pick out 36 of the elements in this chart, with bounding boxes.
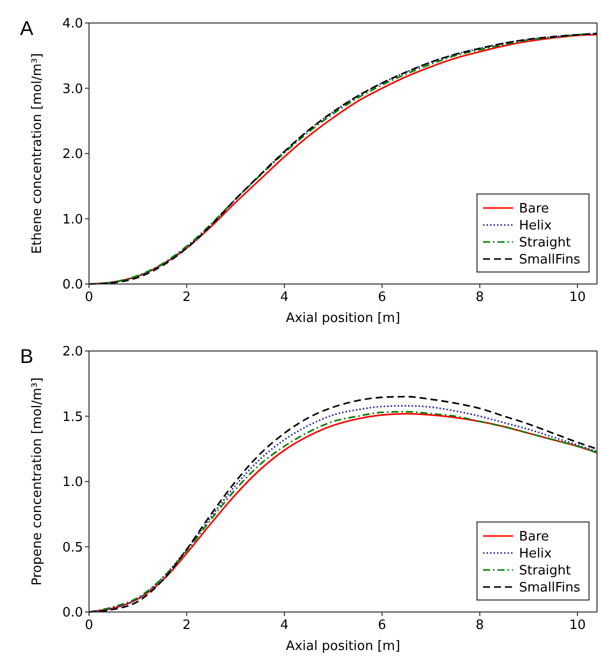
y-tick-label: 2.0 (62, 344, 83, 360)
x-tick-label: 10 (569, 290, 586, 305)
y-tick-label: 1.0 (62, 475, 83, 490)
legend-label: SmallFins (519, 580, 580, 596)
legend-label: Straight (519, 564, 571, 579)
x-axis-title: Axial position [m] (286, 311, 400, 326)
y-tick-label: 3.0 (62, 82, 83, 97)
y-tick-label: 1.5 (62, 410, 83, 425)
legend-label: Bare (519, 530, 549, 545)
x-tick-label: 0 (84, 618, 94, 633)
x-tick-label: 10 (569, 618, 586, 633)
y-tick-label: 1.0 (62, 212, 83, 228)
y-tick-label: 0.0 (62, 278, 83, 293)
x-axis-title: Axial position [m] (286, 639, 400, 654)
x-tick-label: 6 (378, 618, 386, 633)
y-tick-label: 0.5 (62, 540, 83, 556)
x-tick-label: 2 (182, 290, 191, 305)
x-tick-label: 0 (84, 290, 94, 305)
y-tick-label: 2.0 (62, 147, 83, 162)
legend-label: SmallFins (519, 252, 580, 268)
x-tick-label: 8 (476, 290, 484, 305)
x-tick-label: 2 (182, 618, 191, 633)
legend-label: Straight (519, 236, 571, 251)
chart-title: B (20, 346, 34, 368)
x-tick-label: 4 (280, 290, 289, 305)
y-axis-title: Propene concentration [mol/m³] (30, 377, 45, 586)
y-tick-label: 0.0 (62, 606, 83, 621)
y-axis-title: Ethene concentration [mol/m³] (30, 53, 45, 254)
legend-label: Bare (519, 202, 549, 217)
x-tick-label: 4 (280, 618, 289, 633)
legend-label: Helix (519, 546, 552, 562)
x-tick-label: 8 (476, 618, 484, 633)
x-tick-label: 6 (378, 290, 386, 305)
chart-title: A (20, 18, 34, 40)
legend-label: Helix (519, 218, 552, 234)
y-tick-label: 4.0 (62, 16, 83, 32)
